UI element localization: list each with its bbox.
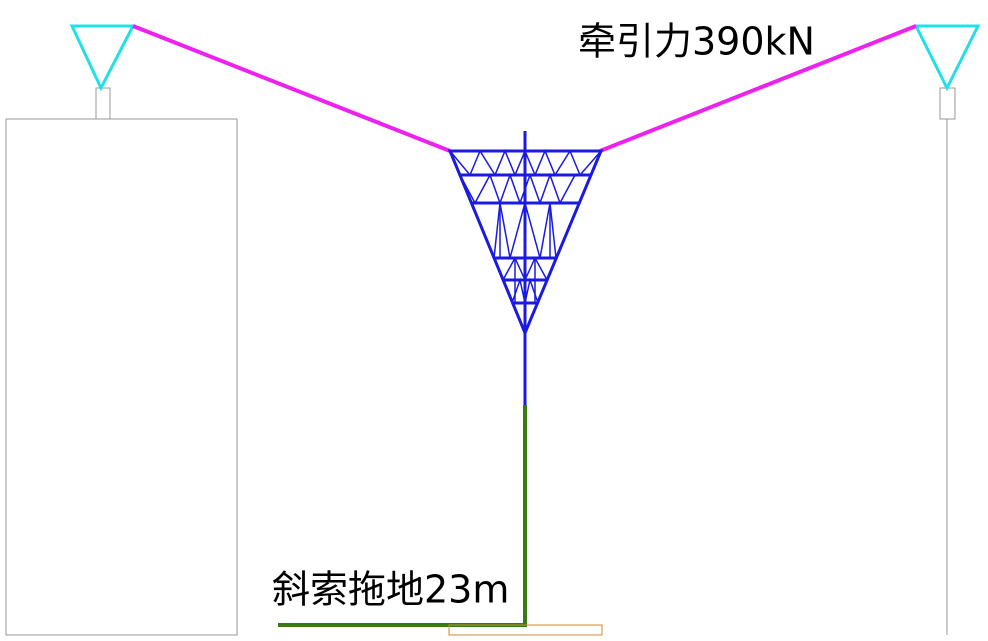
ground-cable-label: 斜索拖地23m (272, 568, 509, 612)
left-post (95, 87, 111, 120)
right-anchor (913, 24, 981, 92)
traction-cables (132, 24, 917, 153)
tower-lattice (449, 149, 602, 335)
left-anchor (69, 24, 136, 92)
right-cable (599, 24, 917, 153)
base-pad (448, 624, 603, 636)
left-building (5, 118, 238, 636)
left-cable (132, 24, 451, 153)
lattice (511, 302, 539, 335)
lattice (459, 172, 591, 206)
lattice (449, 149, 602, 177)
anchors (69, 24, 981, 92)
right-post (939, 87, 956, 120)
lattice (470, 200, 580, 259)
traction-label: 牵引力390kN (578, 20, 815, 64)
structures (5, 87, 956, 636)
